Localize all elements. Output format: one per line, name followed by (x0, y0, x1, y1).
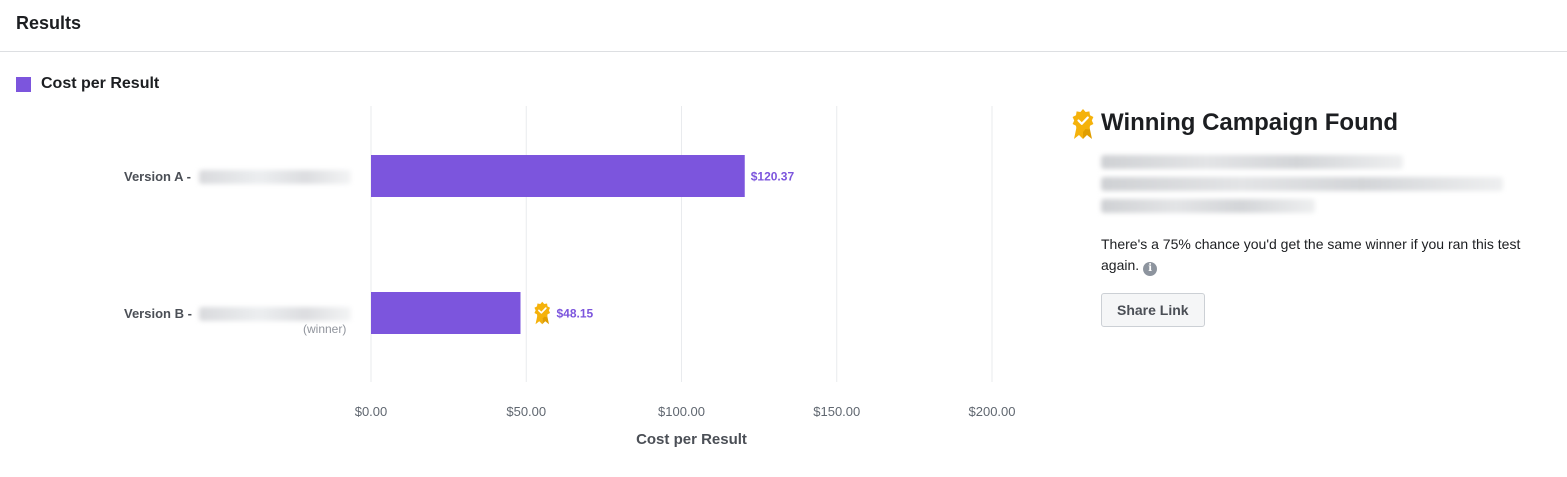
winning-campaign-panel: Winning Campaign Found There's a 75% cha… (1068, 106, 1538, 327)
x-tick-label: $200.00 (969, 404, 1016, 419)
x-tick-label: $150.00 (813, 404, 860, 419)
page-title: Results (16, 13, 82, 33)
bar-version-b (371, 292, 521, 334)
winner-badge-icon (534, 301, 551, 325)
bar-version-a (371, 155, 745, 197)
share-link-button[interactable]: Share Link (1101, 293, 1205, 327)
award-badge-icon (1072, 109, 1094, 139)
results-header: Results (0, 0, 1567, 52)
winner-confidence-text: There's a 75% chance you'd get the same … (1101, 234, 1541, 276)
bar-value-label: $120.37 (751, 170, 795, 184)
x-tick-label: $0.00 (355, 404, 388, 419)
redacted-campaign-name-a (199, 170, 351, 184)
cost-per-result-chart: $0.00 $50.00 $100.00 $150.00 $200.00 Cost per… (355, 106, 1016, 448)
redacted-campaign-name-b (199, 307, 351, 321)
redacted-winner-line-1 (1101, 155, 1403, 169)
legend-label: Cost per Result (41, 75, 160, 92)
bar-value-label: $48.15 (557, 307, 594, 321)
panel-title-row: Winning Campaign Found (1068, 106, 1538, 142)
redacted-winner-line-3 (1101, 199, 1315, 213)
x-tick-label: $100.00 (658, 404, 705, 419)
x-tick-label: $50.00 (506, 404, 546, 419)
info-icon[interactable]: i (1143, 262, 1158, 276)
redacted-winner-line-2 (1101, 177, 1503, 191)
confidence-sentence: There's a 75% chance you'd get the same … (1101, 236, 1521, 273)
category-label-version-b: Version B - (124, 306, 192, 321)
chart-legend: Cost per Result (16, 74, 159, 94)
winning-campaign-title: Winning Campaign Found (1101, 109, 1399, 136)
x-axis-title: Cost per Result (636, 431, 747, 448)
winner-tag: (winner) (303, 322, 347, 336)
legend-swatch (16, 76, 31, 92)
category-label-version-a: Version A - (124, 169, 191, 184)
